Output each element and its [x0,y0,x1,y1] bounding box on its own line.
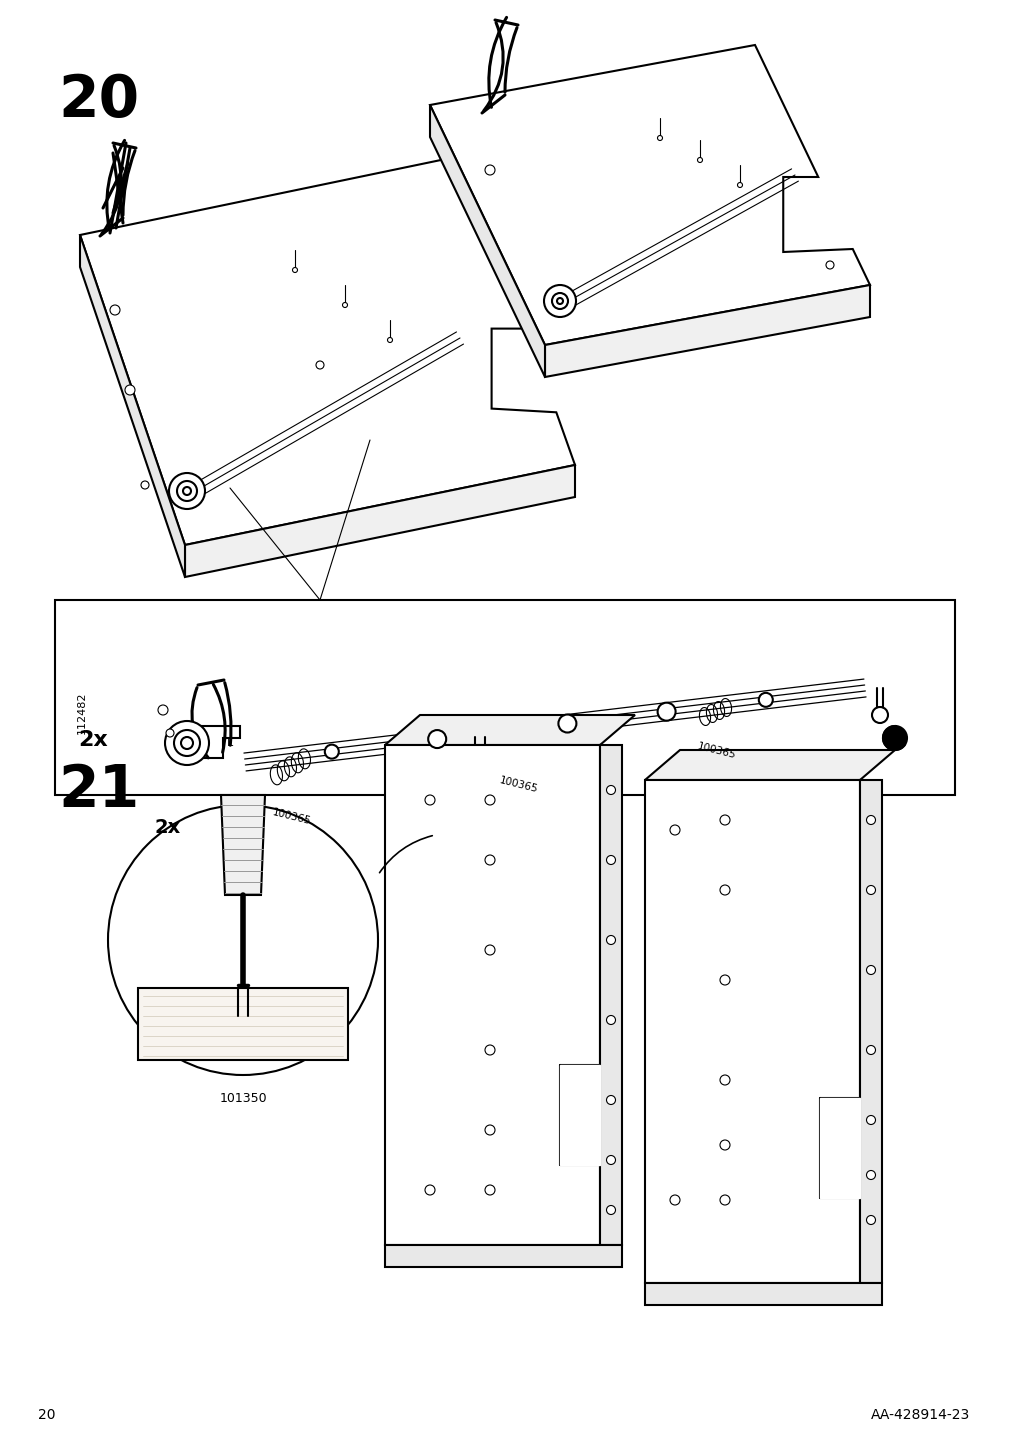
Text: 20: 20 [58,72,139,129]
Circle shape [484,1126,494,1136]
Polygon shape [430,44,869,345]
Circle shape [484,795,494,805]
Circle shape [606,1095,615,1104]
Circle shape [428,730,446,748]
Text: 20: 20 [38,1408,56,1422]
Bar [600,745,622,1244]
Bar [859,780,882,1283]
Polygon shape [644,780,859,1283]
Circle shape [141,481,149,488]
Text: 2x: 2x [78,730,107,750]
Circle shape [181,737,193,749]
Polygon shape [430,105,545,377]
Circle shape [865,1116,875,1124]
Bar [384,1244,622,1267]
Circle shape [484,855,494,865]
Text: 101350: 101350 [219,1093,267,1106]
Circle shape [719,885,729,895]
Circle shape [865,1216,875,1224]
Circle shape [165,720,209,765]
Text: 100365: 100365 [696,742,737,760]
Text: 100365: 100365 [497,775,539,795]
Polygon shape [384,745,600,1244]
Circle shape [174,730,200,756]
Polygon shape [384,715,634,745]
Polygon shape [80,235,185,577]
Circle shape [865,885,875,895]
Text: AA-428914-23: AA-428914-23 [869,1408,969,1422]
Circle shape [558,715,576,733]
Circle shape [865,815,875,825]
Circle shape [871,707,887,723]
Circle shape [865,1045,875,1054]
Circle shape [669,825,679,835]
Polygon shape [545,285,869,377]
Text: 112482: 112482 [77,692,87,733]
Circle shape [544,285,575,316]
Circle shape [110,305,120,315]
Circle shape [315,361,324,369]
Circle shape [425,795,435,805]
Circle shape [166,729,174,737]
Circle shape [387,338,392,342]
Polygon shape [220,795,265,895]
Circle shape [425,1186,435,1194]
Circle shape [606,855,615,865]
Circle shape [719,1194,729,1204]
Polygon shape [644,750,894,780]
Polygon shape [80,155,574,546]
Circle shape [342,302,347,308]
Circle shape [719,1075,729,1085]
Circle shape [177,481,197,501]
Circle shape [169,473,205,508]
Circle shape [606,1156,615,1164]
Circle shape [657,136,662,140]
Polygon shape [819,1098,859,1199]
Circle shape [484,165,494,175]
Bar [644,1283,882,1305]
Circle shape [606,786,615,795]
Circle shape [606,935,615,945]
Text: 100365: 100365 [271,806,311,826]
Circle shape [719,975,729,985]
Circle shape [883,726,906,750]
Circle shape [484,945,494,955]
Circle shape [325,745,339,759]
Circle shape [158,705,168,715]
Text: L: L [226,737,233,748]
Circle shape [669,1194,679,1204]
Circle shape [719,815,729,825]
Circle shape [125,385,134,395]
Text: 21: 21 [58,762,140,819]
Circle shape [556,298,562,304]
Circle shape [657,703,675,720]
Polygon shape [137,988,348,1060]
Circle shape [108,805,378,1075]
Text: 2x: 2x [155,818,181,836]
Circle shape [719,1140,729,1150]
Circle shape [292,268,297,272]
Circle shape [737,182,742,188]
Circle shape [606,1015,615,1024]
Circle shape [865,965,875,975]
Circle shape [697,158,702,162]
Circle shape [551,294,567,309]
Circle shape [606,1206,615,1214]
Circle shape [484,1045,494,1055]
Circle shape [865,1170,875,1180]
Polygon shape [197,726,240,758]
Circle shape [758,693,772,707]
Polygon shape [185,465,574,577]
Bar [55,600,954,795]
Circle shape [825,261,833,269]
Circle shape [484,1186,494,1194]
Circle shape [183,487,191,495]
Polygon shape [559,1065,600,1166]
